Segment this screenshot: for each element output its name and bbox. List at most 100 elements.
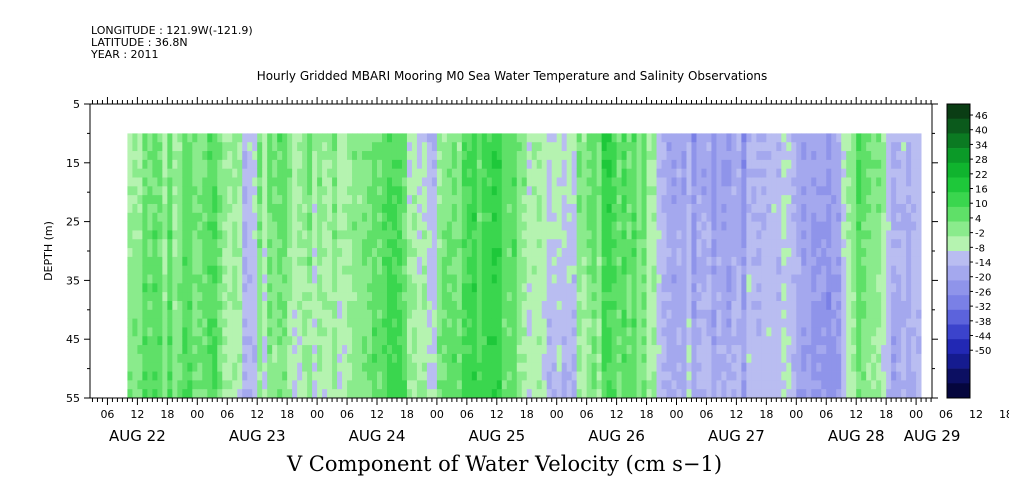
- heatmap-cell: [177, 168, 183, 178]
- heatmap-cell: [391, 327, 398, 337]
- heatmap-cell: [441, 133, 448, 143]
- heatmap-cell: [616, 230, 622, 240]
- heatmap-cell: [771, 318, 777, 328]
- heatmap-cell: [202, 274, 208, 284]
- heatmap-cell: [586, 168, 593, 178]
- heatmap-cell: [157, 292, 163, 302]
- heatmap-cell: [461, 345, 468, 355]
- heatmap-cell: [396, 380, 403, 390]
- heatmap-cell: [426, 336, 433, 346]
- heatmap-cell: [646, 371, 652, 381]
- heatmap-cell: [786, 353, 792, 364]
- heatmap-cell: [606, 177, 613, 187]
- heatmap-cell: [132, 371, 138, 381]
- heatmap-cell: [666, 336, 672, 346]
- heatmap-cell: [601, 327, 608, 337]
- heatmap-cell: [411, 336, 418, 346]
- heatmap-cell: [491, 221, 498, 231]
- heatmap-cell: [906, 256, 912, 267]
- heatmap-cell: [401, 327, 408, 337]
- heatmap-cell: [801, 318, 807, 328]
- heatmap-cell: [696, 168, 702, 178]
- heatmap-cell: [771, 221, 777, 231]
- heatmap-cell: [307, 292, 313, 302]
- heatmap-cell: [741, 168, 747, 178]
- heatmap-cell: [601, 309, 608, 320]
- heatmap-cell: [651, 159, 657, 170]
- heatmap-cell: [756, 256, 762, 267]
- heatmap-cell: [481, 336, 488, 346]
- heatmap-cell: [591, 309, 598, 320]
- heatmap-cell: [576, 186, 583, 196]
- heatmap-cell: [806, 283, 812, 293]
- heatmap-cell: [162, 168, 168, 178]
- heatmap-cell: [327, 195, 333, 205]
- heatmap-cell: [481, 265, 488, 275]
- heatmap-cell: [292, 151, 298, 161]
- heatmap-cell: [786, 265, 792, 275]
- heatmap-cell: [726, 195, 732, 205]
- heatmap-cell: [496, 292, 503, 302]
- heatmap-cell: [736, 212, 742, 222]
- heatmap-cell: [606, 195, 613, 205]
- heatmap-cell: [142, 221, 148, 231]
- heatmap-cell: [906, 151, 912, 161]
- heatmap-cell: [217, 177, 223, 187]
- heatmap-cell: [781, 142, 787, 152]
- heatmap-cell: [746, 133, 752, 143]
- heatmap-cell: [481, 256, 488, 267]
- heatmap-cell: [132, 362, 138, 372]
- heatmap-cell: [901, 239, 907, 249]
- heatmap-cell: [726, 318, 732, 328]
- heatmap-cell: [516, 177, 523, 187]
- heatmap-cell: [831, 142, 837, 152]
- heatmap-cell: [676, 389, 682, 399]
- heatmap-cell: [586, 309, 593, 320]
- heatmap-cell: [636, 380, 642, 390]
- heatmap-cell: [801, 353, 807, 364]
- heatmap-cell: [182, 318, 188, 328]
- heatmap-cell: [362, 239, 368, 249]
- heatmap-cell: [212, 230, 218, 240]
- heatmap-cell: [302, 318, 308, 328]
- heatmap-cell: [791, 389, 797, 399]
- heatmap-cell: [656, 133, 662, 143]
- heatmap-cell: [277, 195, 283, 205]
- heatmap-cell: [631, 230, 637, 240]
- heatmap-cell: [866, 353, 872, 364]
- heatmap-cell: [481, 380, 488, 390]
- heatmap-cell: [222, 309, 228, 320]
- heatmap-cell: [776, 230, 782, 240]
- heatmap-cell: [536, 221, 543, 231]
- heatmap-cell: [242, 248, 248, 258]
- heatmap-cell: [836, 362, 842, 372]
- heatmap-cell: [671, 283, 677, 293]
- heatmap-cell: [761, 133, 767, 143]
- heatmap-cell: [801, 327, 807, 337]
- heatmap-cell: [791, 292, 797, 302]
- heatmap-cell: [332, 177, 338, 187]
- heatmap-cell: [581, 292, 588, 302]
- heatmap-cell: [406, 248, 413, 258]
- heatmap-cell: [167, 371, 173, 381]
- heatmap-cell: [871, 309, 877, 320]
- heatmap-cell: [811, 336, 817, 346]
- heatmap-cell: [841, 274, 847, 284]
- heatmap-cell: [242, 230, 248, 240]
- heatmap-cell: [766, 389, 772, 399]
- heatmap-cell: [861, 327, 867, 337]
- heatmap-cell: [631, 389, 637, 399]
- heatmap-cell: [496, 221, 503, 231]
- heatmap-cell: [277, 283, 283, 293]
- heatmap-cell: [651, 345, 657, 355]
- heatmap-cell: [372, 195, 378, 205]
- heatmap-cell: [222, 168, 228, 178]
- heatmap-cell: [881, 327, 887, 337]
- heatmap-cell: [132, 168, 138, 178]
- heatmap-cell: [127, 336, 133, 346]
- heatmap-cell: [841, 212, 847, 222]
- heatmap-cell: [202, 283, 208, 293]
- heatmap-cell: [202, 256, 208, 267]
- heatmap-cell: [287, 353, 293, 364]
- heatmap-cell: [856, 168, 862, 178]
